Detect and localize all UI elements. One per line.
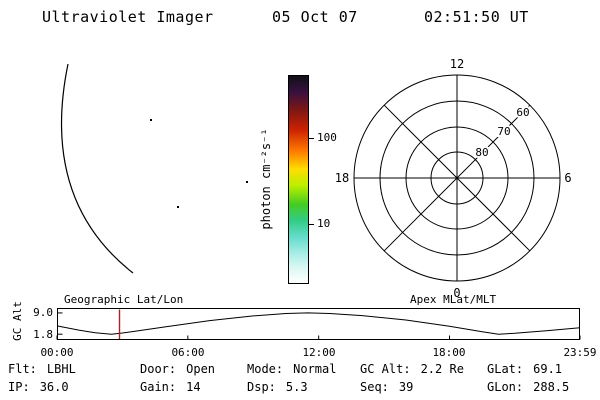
- status-gc-alt-label: GC Alt:: [360, 362, 411, 376]
- polar-grid: 12 18 6 0 60 70 80: [335, 57, 572, 300]
- status-seq: Seq: 39: [360, 380, 413, 394]
- status-ip-label: IP:: [8, 380, 30, 394]
- mlt-label-0: 0: [453, 286, 460, 300]
- mlt-label-6: 6: [564, 171, 571, 185]
- status-mode: Mode: Normal: [247, 362, 336, 376]
- earth-limb-arc: [60, 63, 134, 274]
- star-dot: [246, 181, 248, 183]
- status-seq-label: Seq:: [360, 380, 389, 394]
- status-door-value: Open: [186, 362, 216, 376]
- xtick-2359: 23:59: [563, 346, 597, 359]
- colorbar-tick-mark: [309, 223, 314, 225]
- colorbar: [288, 75, 309, 284]
- colorbar-unit-label: photon cm⁻²s⁻¹: [259, 128, 273, 230]
- mlt-label-12: 12: [450, 57, 464, 71]
- gc-alt-axis-label: GC Alt: [11, 301, 24, 341]
- colorbar-tick-label: 10: [317, 216, 331, 230]
- status-gc-alt-value: 2.2 Re: [420, 362, 464, 376]
- status-dsp: Dsp: 5.3: [247, 380, 308, 394]
- status-glat-value: 69.1: [533, 362, 563, 376]
- status-flt: Flt: LBHL: [8, 362, 76, 376]
- xtick-0000: 00:00: [40, 346, 74, 359]
- gc-alt-curve: [56, 312, 580, 335]
- xtick-0600: 06:00: [171, 346, 205, 359]
- mlat-label-70: 70: [497, 125, 510, 138]
- page-title: Ultraviolet Imager: [42, 8, 214, 26]
- status-ip: IP: 36.0: [8, 380, 69, 394]
- timeline-axis-ticks: [56, 312, 581, 340]
- status-ip-value: 36.0: [39, 380, 69, 394]
- status-glat-label: GLat:: [487, 362, 524, 376]
- geographic-panel: [60, 63, 134, 274]
- xtick-1800: 18:00: [432, 346, 466, 359]
- status-door-label: Door:: [140, 362, 177, 376]
- status-mode-value: Normal: [293, 362, 337, 376]
- caption-apex: Apex MLat/MLT: [410, 293, 497, 306]
- status-mode-label: Mode:: [247, 362, 284, 376]
- mlat-label-60: 60: [516, 106, 529, 119]
- status-glon: GLon: 288.5: [487, 380, 569, 394]
- xtick-1200: 12:00: [302, 346, 336, 359]
- star-dot: [150, 119, 152, 121]
- status-glon-label: GLon:: [487, 380, 524, 394]
- ytick-1-8: 1.8: [33, 328, 53, 341]
- star-dot: [177, 206, 179, 208]
- status-gain-label: Gain:: [140, 380, 177, 394]
- status-glat: GLat: 69.1: [487, 362, 562, 376]
- status-flt-label: Flt:: [8, 362, 37, 376]
- status-seq-value: 39: [398, 380, 414, 394]
- status-flt-value: LBHL: [46, 362, 76, 376]
- date-label: 05 Oct 07: [272, 8, 358, 26]
- mlt-spoke-diagonal: [383, 104, 531, 252]
- status-gain-value: 14: [186, 380, 201, 394]
- status-door: Door: Open: [140, 362, 215, 376]
- mlat-label-80: 80: [475, 146, 488, 159]
- status-gain: Gain: 14: [140, 380, 201, 394]
- status-gc-alt: GC Alt: 2.2 Re: [360, 362, 464, 376]
- status-dsp-label: Dsp:: [247, 380, 276, 394]
- ytick-9: 9.0: [33, 306, 53, 319]
- time-label: 02:51:50 UT: [424, 8, 529, 26]
- mlt-label-18: 18: [335, 171, 349, 185]
- status-glon-value: 288.5: [533, 380, 570, 394]
- colorbar-tick-mark: [309, 138, 314, 140]
- gc-alt-timeline: [56, 308, 581, 340]
- caption-geographic: Geographic Lat/Lon: [64, 293, 184, 306]
- status-dsp-value: 5.3: [285, 380, 308, 394]
- colorbar-tick-label: 100: [317, 131, 337, 145]
